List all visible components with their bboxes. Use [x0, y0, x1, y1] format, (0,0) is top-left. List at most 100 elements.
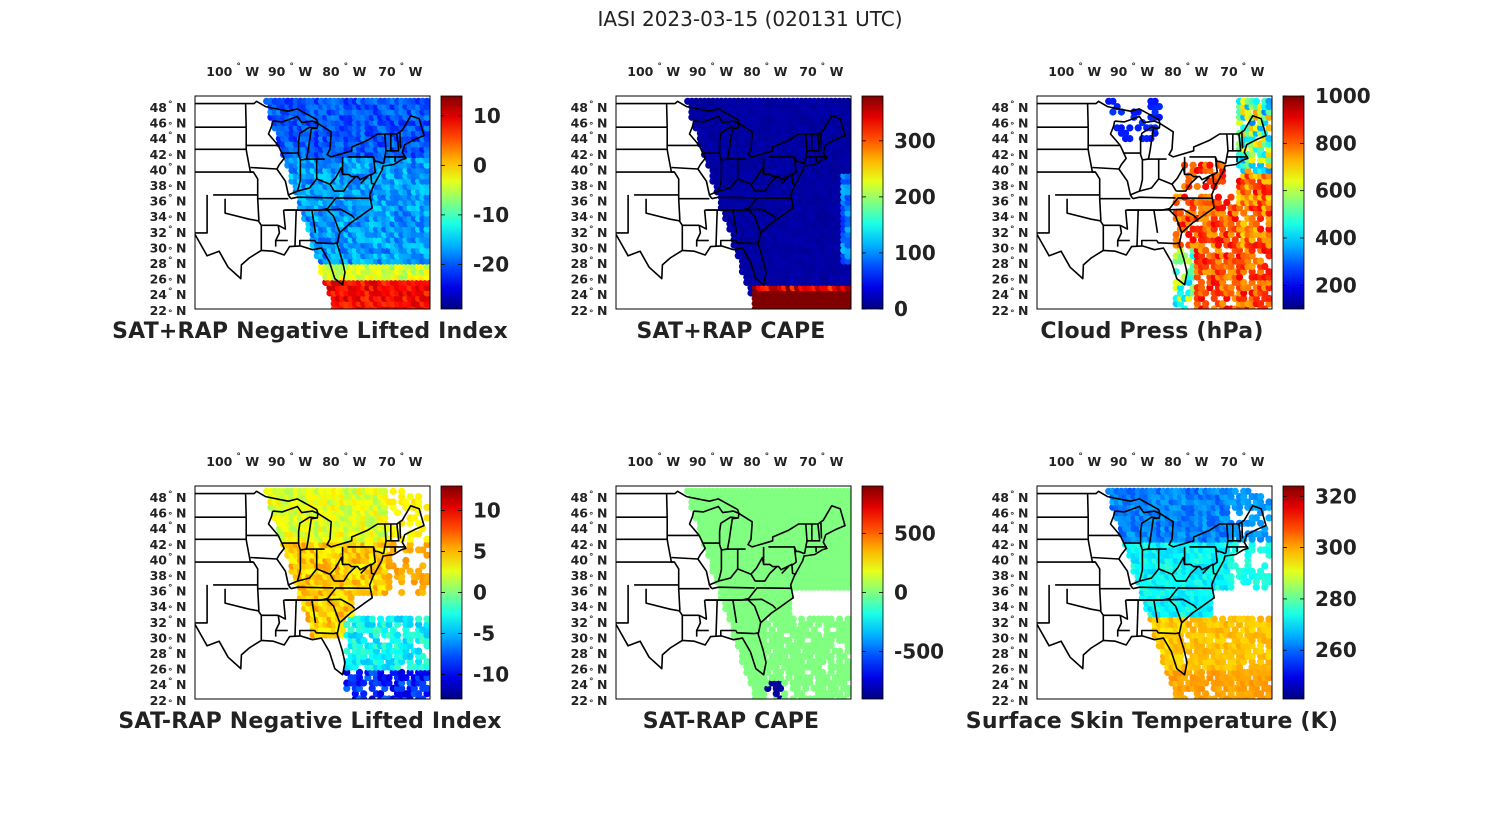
svg-text:46: 46: [571, 506, 589, 521]
lat-tick-label: 26 ° N: [992, 272, 1029, 288]
svg-text:90: 90: [1110, 64, 1128, 79]
svg-text:42: 42: [150, 147, 167, 162]
lat-tick-label: 36 ° N: [571, 584, 608, 599]
svg-text:°: °: [289, 452, 294, 462]
lat-tick-label: 30 ° N: [150, 240, 187, 256]
svg-text:°: °: [589, 194, 594, 204]
lat-tick-label: 22 ° N: [571, 303, 608, 319]
lat-tick-label: 46 ° N: [150, 116, 187, 132]
svg-text:°: °: [1010, 278, 1015, 288]
lat-tick-label: 26 ° N: [571, 662, 608, 678]
svg-text:°: °: [710, 452, 715, 462]
svg-text:100: 100: [206, 64, 232, 79]
svg-text:N: N: [176, 662, 186, 677]
lat-tick-label: 48 ° N: [150, 490, 187, 505]
svg-text:N: N: [176, 537, 186, 552]
svg-text:32: 32: [571, 225, 588, 240]
lat-tick-label: 24 ° N: [571, 677, 608, 692]
svg-text:°: °: [168, 278, 173, 288]
svg-text:N: N: [597, 490, 607, 505]
lat-tick-label: 38 ° N: [992, 178, 1029, 194]
svg-text:°: °: [1010, 100, 1015, 110]
svg-text:32: 32: [571, 615, 588, 630]
svg-text:W: W: [353, 64, 367, 79]
svg-text:N: N: [597, 240, 607, 255]
svg-text:N: N: [176, 287, 186, 302]
svg-text:N: N: [1018, 147, 1028, 162]
svg-text:22: 22: [150, 693, 167, 708]
svg-text:N: N: [176, 568, 186, 583]
lat-tick-label: 40 ° N: [150, 552, 187, 567]
svg-text:°: °: [236, 62, 241, 72]
svg-text:34: 34: [150, 209, 168, 224]
colorbar-tick-label: -20: [473, 252, 509, 276]
lat-tick-label: 28 ° N: [571, 646, 608, 661]
svg-text:W: W: [830, 454, 844, 469]
colorbar-tick-label: -10: [473, 662, 509, 686]
lat-tick-label: 28 ° N: [150, 256, 187, 271]
svg-text:22: 22: [571, 303, 588, 318]
map-panel-sat-rap-plus-cape: 100 ° W 90 ° W 80 ° W 70 ° W 48 ° N 46 ° N 44 ° N 42 ° N 40 ° N 38 °…: [521, 55, 991, 385]
lat-tick-label: 42 ° N: [571, 537, 608, 553]
svg-text:°: °: [289, 62, 294, 72]
svg-text:44: 44: [571, 521, 589, 536]
svg-text:80: 80: [322, 454, 340, 469]
svg-text:40: 40: [150, 552, 168, 567]
svg-text:22: 22: [992, 303, 1009, 318]
svg-text:°: °: [1010, 131, 1015, 141]
svg-text:°: °: [168, 584, 173, 594]
lat-tick-label: 28 ° N: [992, 646, 1029, 661]
colorbar-tick-label: 200: [1315, 273, 1357, 297]
svg-text:38: 38: [571, 178, 588, 193]
svg-text:N: N: [597, 178, 607, 193]
lat-tick-label: 38 ° N: [571, 178, 608, 194]
svg-text:°: °: [168, 246, 173, 256]
lat-tick-label: 36 ° N: [150, 584, 187, 599]
svg-text:N: N: [176, 303, 186, 318]
map-svg: 100 ° W 90 ° W 80 ° W 70 ° W48 ° N46 ° N44 ° N42 ° N40 ° N38 °…: [571, 452, 944, 709]
svg-text:°: °: [589, 615, 594, 625]
colorbar-tick-label: 260: [1315, 638, 1357, 662]
svg-text:N: N: [597, 568, 607, 583]
lon-tick-label: 100 ° W: [206, 452, 259, 469]
svg-text:°: °: [168, 162, 173, 172]
svg-text:N: N: [176, 521, 186, 536]
svg-text:80: 80: [743, 454, 761, 469]
svg-text:N: N: [176, 209, 186, 224]
svg-text:N: N: [176, 162, 186, 177]
svg-text:N: N: [597, 599, 607, 614]
svg-text:N: N: [597, 272, 607, 287]
panel-title: SAT-RAP Negative Lifted Index: [118, 709, 502, 734]
svg-text:26: 26: [150, 662, 168, 677]
svg-text:24: 24: [571, 287, 589, 302]
svg-text:°: °: [1242, 62, 1247, 72]
svg-text:W: W: [1087, 64, 1101, 79]
lat-tick-label: 28 ° N: [150, 646, 187, 661]
svg-text:°: °: [168, 490, 173, 500]
svg-text:34: 34: [571, 599, 589, 614]
lon-tick-label: 70 ° W: [799, 452, 843, 469]
svg-text:70: 70: [378, 454, 396, 469]
svg-text:°: °: [168, 287, 173, 297]
svg-text:N: N: [597, 584, 607, 599]
lat-tick-label: 24 ° N: [992, 287, 1029, 302]
svg-text:44: 44: [150, 131, 168, 146]
svg-text:80: 80: [322, 64, 340, 79]
lat-tick-label: 28 ° N: [571, 256, 608, 271]
colorbar-tick-label: 800: [1315, 131, 1357, 155]
svg-text:30: 30: [150, 630, 168, 645]
svg-text:46: 46: [571, 116, 589, 131]
svg-text:38: 38: [571, 568, 588, 583]
lat-tick-label: 32 ° N: [992, 225, 1029, 240]
lat-tick-label: 34 ° N: [992, 599, 1029, 615]
colorbar-tick-label: 1000: [1315, 84, 1371, 108]
lon-tick-label: 70 ° W: [799, 62, 843, 79]
svg-text:22: 22: [571, 693, 588, 708]
map-svg: 100 ° W 90 ° W 80 ° W 70 ° W48 ° N46 ° N44 ° N42 ° N40 ° N38 °…: [571, 62, 936, 321]
svg-text:40: 40: [571, 162, 589, 177]
lat-tick-label: 36 ° N: [992, 584, 1029, 599]
svg-text:28: 28: [571, 256, 588, 271]
svg-text:N: N: [176, 131, 186, 146]
lat-tick-label: 40 ° N: [992, 552, 1029, 567]
lon-tick-label: 90 ° W: [689, 452, 733, 469]
